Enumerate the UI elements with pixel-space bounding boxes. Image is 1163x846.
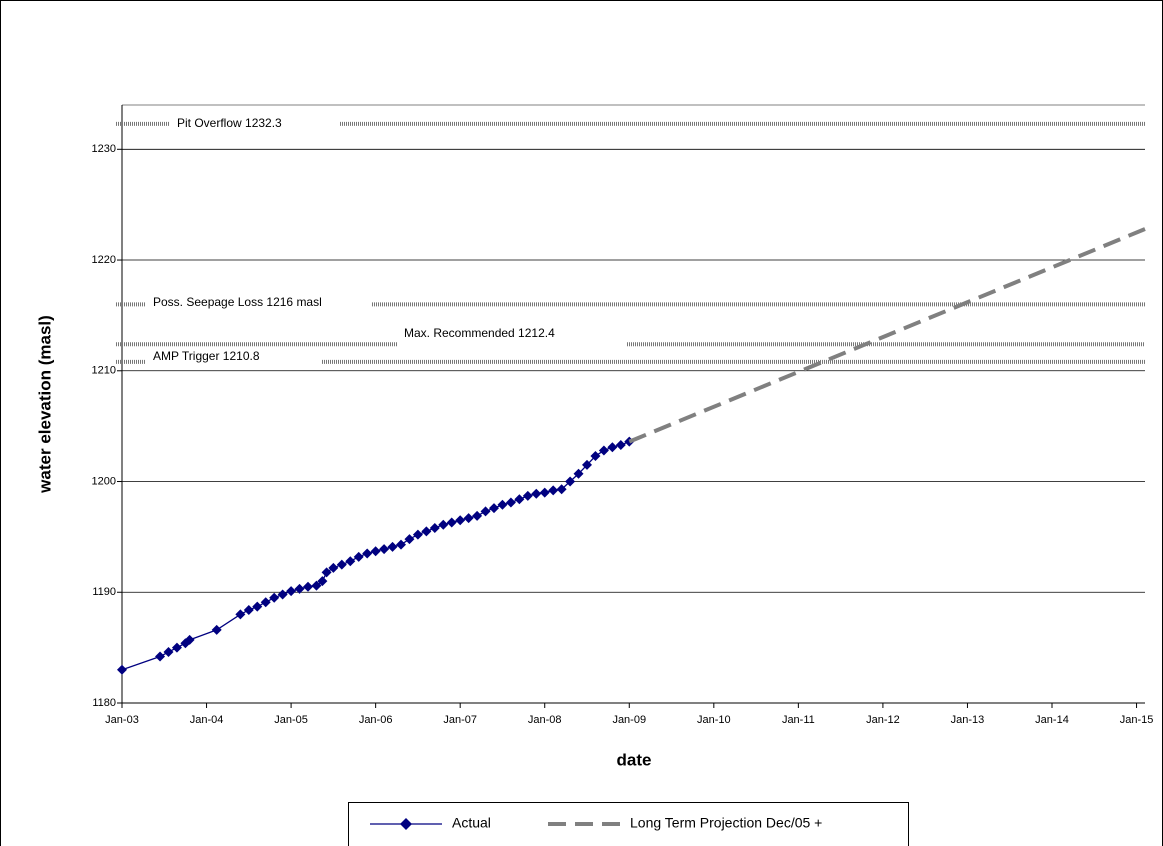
x-tick-label: Jan-12 — [866, 714, 900, 726]
data-point — [311, 580, 322, 591]
threshold-label: Poss. Seepage Loss 1216 masl — [153, 295, 322, 309]
data-point — [155, 651, 166, 662]
y-tick-label: 1190 — [92, 586, 116, 598]
threshold-label: Max. Recommended 1212.4 — [404, 326, 555, 340]
series-line — [628, 227, 1146, 444]
data-point — [463, 513, 474, 524]
legend-marker — [400, 818, 412, 830]
data-point — [260, 597, 271, 608]
data-point — [489, 503, 499, 514]
x-tick-label: Jan-14 — [1035, 714, 1069, 726]
data-point — [505, 497, 516, 508]
data-point — [556, 484, 567, 495]
data-point — [396, 539, 406, 550]
data-point — [480, 506, 491, 517]
x-tick-label: Jan-09 — [612, 714, 646, 726]
x-tick-label: Jan-11 — [782, 714, 815, 726]
x-tick-label: Jan-13 — [951, 714, 985, 726]
x-tick-label: Jan-03 — [105, 714, 139, 726]
data-point — [565, 476, 576, 487]
data-point — [321, 567, 332, 578]
y-tick-label: 1200 — [92, 475, 116, 487]
data-point — [522, 490, 533, 501]
data-point — [252, 601, 263, 612]
data-point — [590, 451, 601, 462]
data-point — [336, 559, 347, 570]
data-point — [243, 604, 254, 615]
data-point — [455, 515, 466, 526]
x-tick-label: Jan-04 — [190, 714, 224, 726]
data-point — [539, 487, 550, 498]
data-point — [353, 551, 364, 562]
data-point — [303, 581, 313, 592]
data-point — [421, 526, 432, 537]
data-point — [286, 586, 297, 597]
data-point — [429, 523, 440, 534]
legend-label: Actual — [452, 815, 491, 831]
y-tick-label: 1210 — [92, 365, 116, 377]
x-tick-label: Jan-05 — [274, 714, 308, 726]
x-axis-title: date — [617, 750, 652, 769]
data-point — [328, 562, 339, 573]
data-point — [235, 609, 246, 620]
data-point — [497, 499, 508, 510]
data-point — [472, 510, 483, 521]
data-point — [573, 468, 584, 479]
data-point — [387, 541, 398, 552]
legend-label: Long Term Projection Dec/05 + — [630, 815, 822, 831]
x-tick-label: Jan-08 — [528, 714, 562, 726]
y-axis-title: water elevation (masl) — [35, 315, 54, 494]
data-point — [294, 583, 305, 594]
data-point — [514, 494, 525, 505]
data-point — [277, 589, 288, 600]
data-point — [117, 664, 127, 675]
data-point — [163, 647, 174, 658]
data-point — [184, 634, 195, 645]
threshold-label: AMP Trigger 1210.8 — [153, 349, 260, 363]
data-point — [171, 642, 182, 653]
data-point — [370, 546, 381, 557]
data-point — [317, 576, 328, 587]
y-tick-label: 1180 — [92, 697, 116, 709]
x-tick-label: Jan-10 — [697, 714, 731, 726]
data-point — [362, 548, 373, 559]
data-point — [211, 624, 222, 635]
x-tick-label: Jan-07 — [443, 714, 477, 726]
data-point — [345, 556, 356, 567]
data-point — [531, 488, 542, 499]
y-tick-label: 1220 — [92, 254, 116, 266]
x-tick-label: Jan-06 — [359, 714, 393, 726]
data-point — [615, 439, 626, 450]
x-tick-label: Jan-15 — [1120, 714, 1154, 726]
data-point — [446, 517, 457, 528]
data-point — [607, 442, 618, 453]
data-point — [438, 519, 449, 530]
data-point — [412, 529, 423, 540]
data-point — [404, 534, 415, 545]
y-tick-label: 1230 — [92, 143, 116, 155]
data-point — [582, 459, 592, 470]
threshold-label: Pit Overflow 1232.3 — [177, 116, 282, 130]
data-point — [379, 544, 390, 555]
data-point — [269, 592, 280, 603]
data-point — [548, 485, 559, 496]
data-point — [598, 445, 609, 456]
